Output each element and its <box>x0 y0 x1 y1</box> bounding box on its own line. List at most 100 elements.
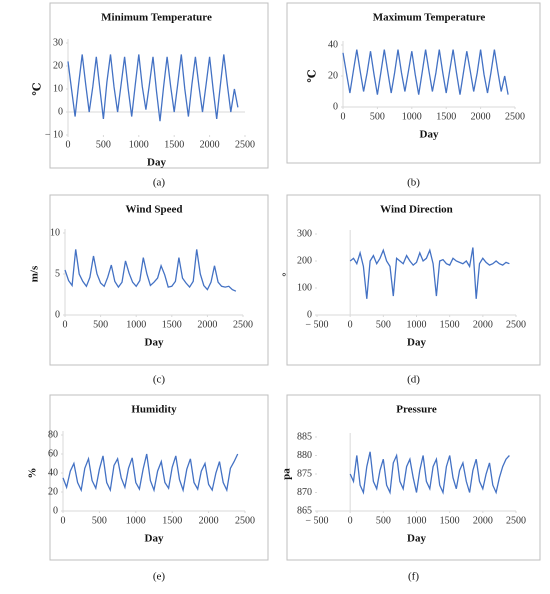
y-tick-label: 0 <box>53 505 58 516</box>
chart-title: Pressure <box>396 404 437 416</box>
y-tick-label: 20 <box>48 486 58 497</box>
y-tick-label: 30 <box>53 37 63 48</box>
x-tick-label: 500 <box>96 139 111 150</box>
x-tick-label: 500 <box>376 515 391 526</box>
y-tick-label: 10 <box>50 227 60 238</box>
y-axis-label: ° <box>281 272 293 276</box>
y-tick-label: 0 <box>58 106 63 117</box>
x-tick-label: 1000 <box>407 515 427 526</box>
y-tick-label: 870 <box>297 487 312 498</box>
data-line <box>67 54 239 122</box>
chart-panel: Pressure 865 870 875 880 885 − 500 0 500 1000 1500… <box>281 394 541 583</box>
x-tick-label: 2000 <box>473 515 493 526</box>
chart-title: Wind Speed <box>126 204 183 216</box>
chart-title: Humidity <box>131 404 177 416</box>
x-tick-label: 2500 <box>235 515 255 526</box>
y-tick-label: 40 <box>328 39 338 50</box>
y-tick-label: 10 <box>53 83 63 94</box>
x-tick-label: 2500 <box>506 319 526 330</box>
x-axis-label: Day <box>407 533 426 545</box>
y-tick-label: 300 <box>297 228 312 239</box>
x-tick-label: 0 <box>61 515 66 526</box>
panel-border <box>49 394 269 561</box>
panel-label: (e) <box>153 571 166 583</box>
y-tick-label: − 10 <box>45 129 63 140</box>
x-tick-label: 2500 <box>235 139 255 150</box>
x-tick-label: 500 <box>93 319 108 330</box>
y-tick-label: 875 <box>297 468 312 479</box>
x-tick-label: 500 <box>376 319 391 330</box>
x-tick-label: 2000 <box>471 111 491 122</box>
panel-label: (f) <box>408 571 419 583</box>
x-tick-label: 2500 <box>506 515 526 526</box>
x-tick-label: 0 <box>348 319 353 330</box>
y-tick-label: 0 <box>55 309 60 320</box>
x-tick-label: 2500 <box>505 111 525 122</box>
y-tick-label: 100 <box>297 282 312 293</box>
panel-border <box>286 394 541 561</box>
y-axis-label: % <box>27 468 39 479</box>
y-tick-label: 20 <box>53 60 63 71</box>
x-tick-label: 2000 <box>199 515 219 526</box>
chart-title: Wind Direction <box>380 204 453 216</box>
y-axis-label: pa <box>281 468 293 480</box>
x-tick-label: 1500 <box>162 319 182 330</box>
chart-title: Minimum Temperature <box>101 12 212 24</box>
y-tick-label: 80 <box>48 429 58 440</box>
x-axis-label: Day <box>145 533 164 545</box>
x-axis-label: Day <box>420 129 439 141</box>
y-tick-label: 20 <box>328 70 338 81</box>
x-tick-label: 1000 <box>407 319 427 330</box>
y-tick-label: 40 <box>48 467 58 478</box>
x-axis-label: Day <box>145 337 164 349</box>
x-tick-label: 1500 <box>162 515 182 526</box>
y-tick-label: 0 <box>333 101 338 112</box>
x-tick-label: − 500 <box>305 319 328 330</box>
y-tick-label: 885 <box>297 431 312 442</box>
data-line <box>349 451 510 495</box>
chart-panel: Humidity 0 20 40 60 80 0 500 1000 1500 2000 2500 Day… <box>27 394 269 583</box>
y-axis-label: ℃ <box>32 82 44 95</box>
x-tick-label: 1000 <box>126 515 146 526</box>
x-axis-label: Day <box>407 337 426 349</box>
x-tick-label: 0 <box>348 515 353 526</box>
x-tick-label: 500 <box>370 111 385 122</box>
chart-title: Maximum Temperature <box>373 12 486 24</box>
x-tick-label: 2000 <box>197 319 217 330</box>
panel-label: (d) <box>407 374 420 386</box>
panel-label: (a) <box>153 177 166 189</box>
chart-panel: Maximum Temperature 0 20 40 0 500 1000 1500 2000… <box>286 2 541 189</box>
data-line <box>62 453 239 493</box>
panel-border <box>49 194 269 366</box>
y-tick-label: 880 <box>297 450 312 461</box>
y-tick-label: 5 <box>55 268 60 279</box>
y-tick-label: 865 <box>297 505 312 516</box>
panel-border <box>286 2 541 164</box>
data-line <box>349 247 510 299</box>
x-tick-label: 1000 <box>402 111 422 122</box>
x-tick-label: 1500 <box>436 111 456 122</box>
panel-label: (c) <box>153 374 166 386</box>
panel-border <box>286 194 541 366</box>
y-tick-label: 60 <box>48 448 58 459</box>
x-tick-label: 2000 <box>473 319 493 330</box>
y-axis-label: ℃ <box>307 69 319 82</box>
chart-panel: Wind Speed 0 5 10 0 500 1000 1500 2000 2500 Day m/s… <box>29 194 269 386</box>
x-tick-label: 500 <box>92 515 107 526</box>
y-axis-label: m/s <box>29 265 41 282</box>
x-tick-label: 1000 <box>126 319 146 330</box>
x-tick-label: 2500 <box>233 319 253 330</box>
x-tick-label: 1500 <box>164 139 184 150</box>
x-tick-label: − 500 <box>305 515 328 526</box>
x-tick-label: 1500 <box>440 515 460 526</box>
x-tick-label: 2000 <box>200 139 220 150</box>
data-line <box>342 49 509 95</box>
x-tick-label: 1000 <box>129 139 149 150</box>
x-tick-label: 0 <box>66 139 71 150</box>
panel-label: (b) <box>407 177 420 189</box>
x-tick-label: 0 <box>341 111 346 122</box>
x-axis-label: Day <box>147 157 166 169</box>
